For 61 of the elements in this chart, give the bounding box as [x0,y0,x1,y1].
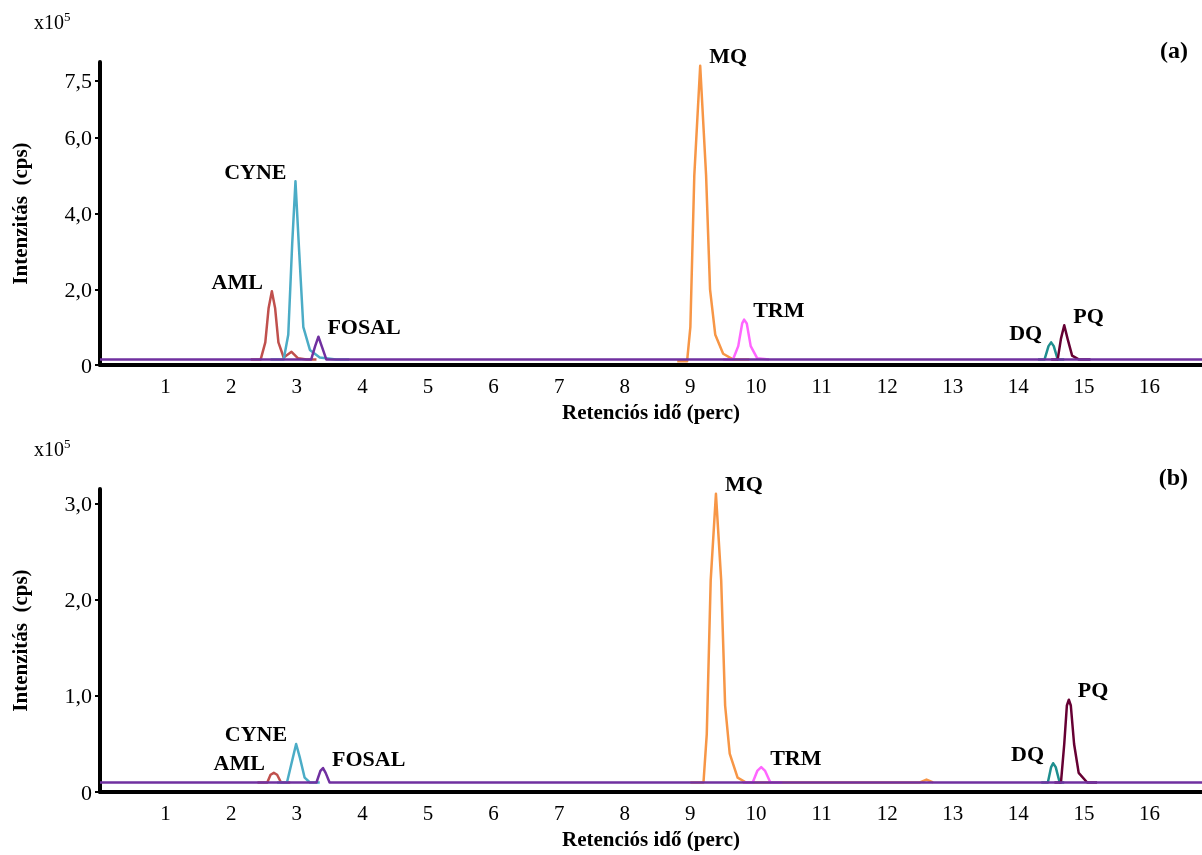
x-axis-title: Retenciós idő (perc) [561,399,741,424]
x-tick-label: 10 [745,373,767,398]
y-tick-label: 6,0 [64,125,92,151]
x-tick-label: 6 [488,800,499,825]
y-axis-title: Intenzitás (cps) [7,142,32,285]
x-tick-label: 1 [160,800,171,825]
series-label: TRM [753,297,805,323]
x-tick-label: 15 [1073,373,1095,398]
annotation: (b) [1158,464,1189,490]
x-tick-label: 7 [553,373,565,398]
x-tick-label: 13 [942,800,964,825]
x-axis-title: Retenciós idő (perc) [561,826,741,851]
y-tick-label: 3,0 [64,490,92,516]
x-tick-label: 14 [1007,373,1030,398]
y-tick-label: 4,0 [64,201,92,227]
x-tick-label: 15 [1073,800,1095,825]
y-tick-label: 2,0 [64,276,92,302]
y-axis-title: Intenzitás (cps) [7,569,32,712]
series-label: AML [211,268,263,294]
x-tick-label: 11 [811,373,832,398]
series-label: PQ [1077,677,1109,703]
x-tick-label: 10 [745,800,767,825]
y-tick-label: 0 [81,779,92,805]
x-tick-label: 5 [422,800,434,825]
series-label: PQ [1073,302,1104,328]
annotation: (a) [1160,37,1188,63]
series-label: TRM [770,744,822,770]
series-label: CYNE [224,721,288,747]
x-tick-label: 9 [685,373,696,398]
x-tick-label: 3 [291,800,303,825]
x-tick-label: 1 [160,373,171,398]
x-tick-label: 11 [811,800,832,825]
x-tick-label: 3 [291,373,303,398]
x-tick-label: 12 [876,373,898,398]
series-label: AML [213,750,265,776]
x-tick-label: 16 [1139,800,1161,825]
x-tick-label: 12 [876,800,898,825]
x-tick-label: 9 [685,800,696,825]
x-tick-label: 2 [225,373,237,398]
x-tick-label: 4 [357,373,369,398]
series-label: CYNE [224,158,287,184]
series-label: MQ [724,471,763,497]
series-label: DQ [1009,319,1043,345]
x-tick-label: 8 [619,800,631,825]
series-label: DQ [1011,740,1045,766]
x-tick-label: 13 [942,373,964,398]
series-label: FOSAL [332,745,406,771]
x-tick-label: 16 [1139,373,1161,398]
y-tick-label: 1,0 [64,683,92,709]
y-tick-label: 0 [81,352,92,378]
x-tick-label: 14 [1007,800,1030,825]
series-label: MQ [709,43,748,69]
x-tick-label: 6 [488,373,499,398]
x-tick-label: 8 [619,373,631,398]
x-tick-label: 7 [553,800,565,825]
series-label: FOSAL [327,314,401,340]
x-tick-label: 4 [357,800,369,825]
y-tick-label: 2,0 [64,587,92,613]
y-tick-label: 7,5 [64,68,92,94]
x-tick-label: 2 [225,800,237,825]
x-tick-label: 5 [422,373,434,398]
